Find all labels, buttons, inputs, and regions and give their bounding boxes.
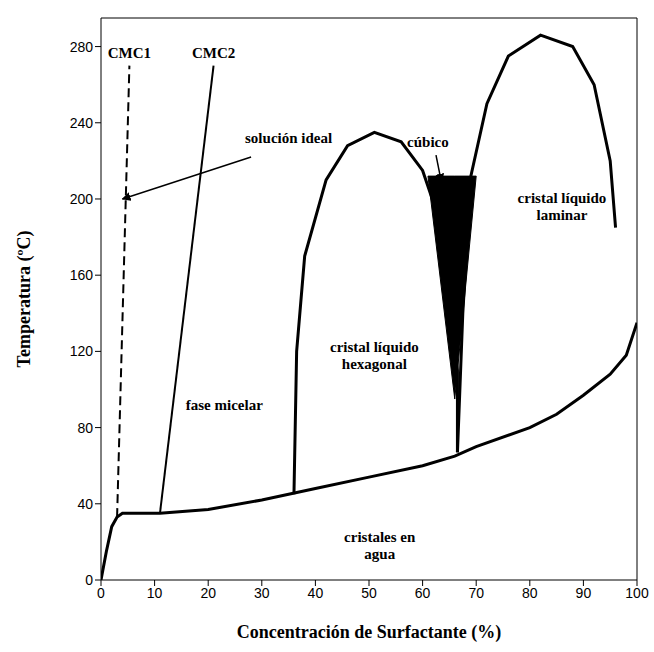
svg-text:Temperatura (ºC): Temperatura (ºC) <box>14 231 35 368</box>
svg-text:90: 90 <box>576 585 592 601</box>
svg-text:solución ideal: solución ideal <box>245 130 332 146</box>
svg-text:CMC2: CMC2 <box>192 45 235 61</box>
svg-text:fase micelar: fase micelar <box>186 397 263 413</box>
svg-text:30: 30 <box>254 585 270 601</box>
svg-text:160: 160 <box>70 267 94 283</box>
svg-text:0: 0 <box>85 572 93 588</box>
svg-text:50: 50 <box>361 585 377 601</box>
svg-text:cristal líquidolaminar: cristal líquidolaminar <box>518 190 607 223</box>
svg-text:20: 20 <box>200 585 216 601</box>
svg-text:120: 120 <box>70 343 94 359</box>
svg-text:cúbico: cúbico <box>407 134 449 150</box>
svg-text:CMC1: CMC1 <box>108 45 151 61</box>
svg-text:70: 70 <box>468 585 484 601</box>
svg-text:240: 240 <box>70 115 94 131</box>
svg-text:40: 40 <box>308 585 324 601</box>
svg-text:40: 40 <box>77 496 93 512</box>
svg-text:10: 10 <box>147 585 163 601</box>
svg-text:60: 60 <box>415 585 431 601</box>
svg-text:100: 100 <box>625 585 649 601</box>
svg-text:cristal líquidohexagonal: cristal líquidohexagonal <box>330 339 419 372</box>
svg-text:Concentración de Surfactante (: Concentración de Surfactante (%) <box>237 622 501 643</box>
svg-text:80: 80 <box>522 585 538 601</box>
svg-text:0: 0 <box>97 585 105 601</box>
svg-text:200: 200 <box>70 191 94 207</box>
svg-text:280: 280 <box>70 39 94 55</box>
svg-text:cristales enagua: cristales enagua <box>344 529 416 562</box>
svg-text:80: 80 <box>77 420 93 436</box>
